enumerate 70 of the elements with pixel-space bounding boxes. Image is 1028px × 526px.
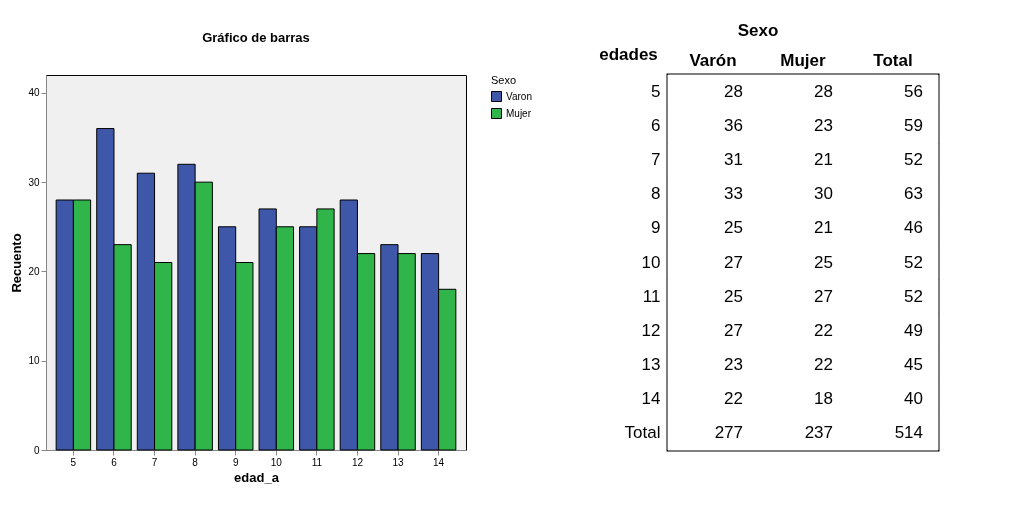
- y-tick-label: 20: [28, 265, 40, 277]
- y-tick-label: 0: [33, 444, 40, 456]
- data-label: 33: [724, 184, 743, 204]
- x-tick-label: 11: [311, 456, 323, 468]
- data-label: 21: [814, 218, 833, 238]
- data-label: 23: [724, 354, 743, 374]
- x-tick-label: 9: [232, 456, 239, 468]
- data-label: 25: [724, 218, 743, 238]
- x-tick-label: Varón: [689, 50, 737, 70]
- y-tick-label: 11: [642, 286, 661, 306]
- data-label: 23: [814, 116, 833, 136]
- data-label: 28: [724, 82, 743, 102]
- legend-title: Sexo: [491, 74, 517, 86]
- data-label: 28: [814, 82, 833, 102]
- x-axis-title: edad_a: [234, 469, 280, 485]
- y-tick-label: 12: [641, 320, 661, 340]
- x-tick-label: 12: [351, 456, 364, 468]
- legend-label: Varon: [506, 90, 532, 102]
- x-tick-label: 7: [151, 456, 158, 468]
- text: Sexo: [737, 21, 779, 40]
- data-label: 30: [814, 184, 833, 204]
- y-tick-label: 9: [651, 218, 661, 238]
- x-tick-label: 8: [192, 456, 199, 468]
- data-label: 27: [724, 320, 743, 340]
- legend-label: Mujer: [506, 107, 532, 119]
- y-tick-label: 7: [651, 150, 661, 170]
- x-tick-label: 6: [111, 456, 118, 468]
- data-label: 36: [724, 116, 743, 136]
- x-tick-label: 13: [392, 456, 405, 468]
- data-label: 514: [894, 422, 923, 442]
- data-label: 45: [904, 354, 923, 374]
- data-label: 46: [904, 218, 923, 238]
- data-label: 40: [904, 388, 923, 408]
- y-tick-label: 10: [28, 355, 40, 367]
- data-label: 277: [714, 422, 743, 442]
- data-label: 59: [904, 116, 923, 136]
- y-tick-label: 13: [641, 354, 661, 374]
- y-tick-label: 6: [651, 116, 661, 136]
- data-label: 25: [724, 286, 743, 306]
- y-tick-label: 30: [28, 176, 40, 188]
- x-tick-label: Mujer: [780, 50, 827, 70]
- data-label: 31: [724, 150, 743, 170]
- data-label: 22: [814, 320, 833, 340]
- y-tick-label: Total: [624, 422, 661, 442]
- y-tick-label: 14: [641, 388, 661, 408]
- data-label: 18: [814, 388, 833, 408]
- x-tick-label: 14: [433, 456, 445, 468]
- data-label: 22: [814, 354, 833, 374]
- y-tick-label: 8: [651, 184, 661, 204]
- y-tick-label: 40: [28, 87, 40, 99]
- y-axis-title: Recuento: [9, 233, 25, 293]
- data-label: 237: [804, 422, 833, 442]
- y-tick-label: 10: [641, 252, 661, 272]
- x-tick-label: 10: [270, 456, 283, 468]
- data-label: 27: [724, 252, 743, 272]
- data-label: 49: [904, 320, 923, 340]
- x-tick-label: Total: [873, 50, 913, 70]
- y-axis-title: edades: [599, 44, 658, 64]
- data-label: 52: [904, 252, 923, 272]
- y-tick-label: 5: [651, 82, 661, 102]
- chart-title: Gráfico de barras: [202, 30, 310, 45]
- data-label: 63: [904, 184, 923, 204]
- data-label: 52: [904, 150, 923, 170]
- data-label: 22: [724, 388, 743, 408]
- data-label: 21: [814, 150, 833, 170]
- data-label: 27: [814, 286, 833, 306]
- x-tick-label: 5: [70, 456, 77, 468]
- data-label: 56: [904, 82, 923, 102]
- data-label: 25: [814, 252, 833, 272]
- data-label: 52: [904, 286, 923, 306]
